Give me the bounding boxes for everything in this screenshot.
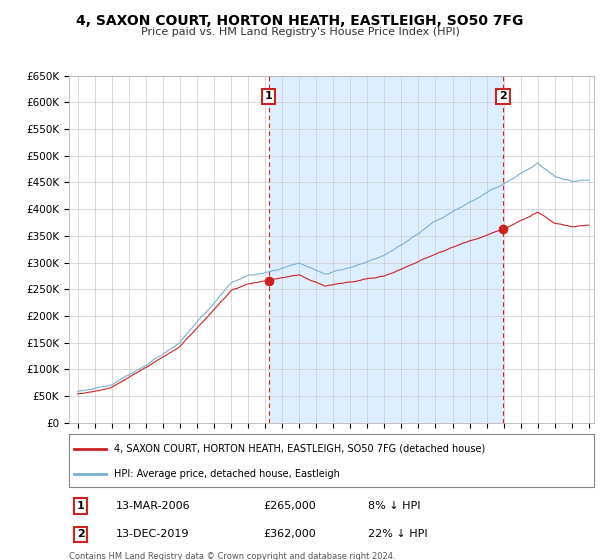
Text: HPI: Average price, detached house, Eastleigh: HPI: Average price, detached house, East… (113, 469, 340, 479)
Text: 13-DEC-2019: 13-DEC-2019 (116, 529, 190, 539)
Text: 8% ↓ HPI: 8% ↓ HPI (368, 501, 421, 511)
Text: 1: 1 (265, 91, 272, 101)
Text: Price paid vs. HM Land Registry's House Price Index (HPI): Price paid vs. HM Land Registry's House … (140, 27, 460, 37)
Text: 13-MAR-2006: 13-MAR-2006 (116, 501, 191, 511)
Text: 1: 1 (77, 501, 85, 511)
Text: 2: 2 (77, 529, 85, 539)
Bar (269, 76, 503, 423)
Text: 4, SAXON COURT, HORTON HEATH, EASTLEIGH, SO50 7FG: 4, SAXON COURT, HORTON HEATH, EASTLEIGH,… (76, 14, 524, 28)
Text: £265,000: £265,000 (263, 501, 316, 511)
Text: 4, SAXON COURT, HORTON HEATH, EASTLEIGH, SO50 7FG (detached house): 4, SAXON COURT, HORTON HEATH, EASTLEIGH,… (113, 444, 485, 454)
Text: £362,000: £362,000 (263, 529, 316, 539)
Text: 22% ↓ HPI: 22% ↓ HPI (368, 529, 428, 539)
Text: 2: 2 (499, 91, 507, 101)
Text: Contains HM Land Registry data © Crown copyright and database right 2024.
This d: Contains HM Land Registry data © Crown c… (69, 552, 395, 560)
